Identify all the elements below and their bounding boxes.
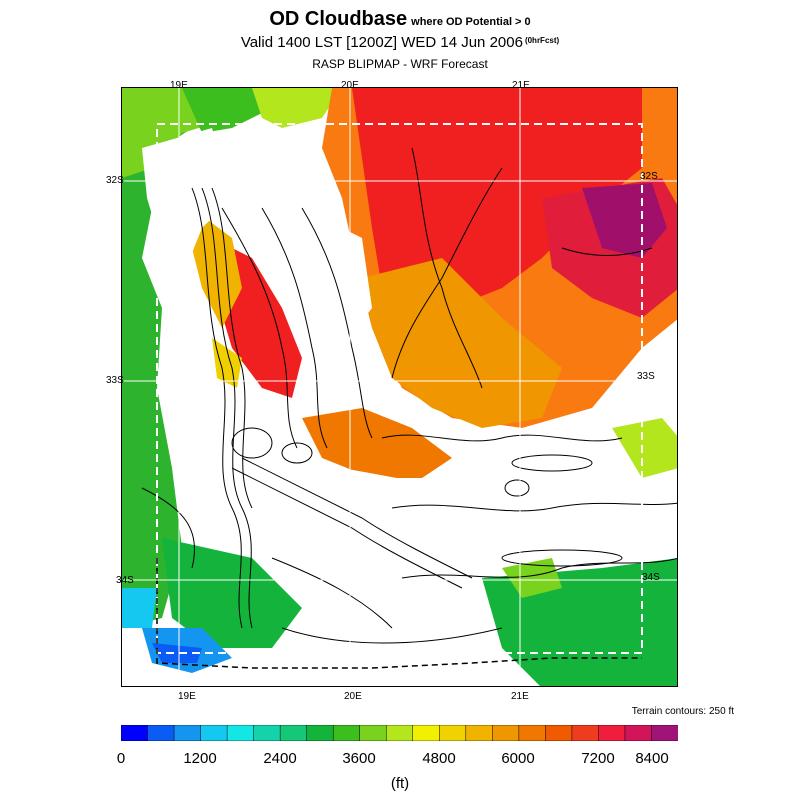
colorbar-swatch xyxy=(306,725,334,741)
region-orange-center xyxy=(362,258,562,428)
region-lightgreen-se xyxy=(502,558,562,598)
colorbar-swatch xyxy=(492,725,520,741)
colorbar-tick-2400: 2400 xyxy=(263,750,297,767)
graticule xyxy=(122,88,677,686)
colorbar-swatch xyxy=(121,725,149,741)
colorbar-tick-4800: 4800 xyxy=(422,750,456,767)
colorbar-tick-7200: 7200 xyxy=(581,750,615,767)
colorbar-swatch xyxy=(651,725,678,741)
valid-line: Valid 1400 LST [1200Z] WED 14 Jun 2006 xyxy=(240,34,523,51)
lat-label-left-34s: 34S xyxy=(116,575,134,586)
lon-label-top-21e: 21E xyxy=(512,80,530,91)
colorbar-tick-8400: 8400 xyxy=(635,750,669,767)
colorbar-swatch xyxy=(359,725,387,741)
colorbar-tick-6000: 6000 xyxy=(501,750,535,767)
colorbar-unit: (ft) xyxy=(390,775,410,792)
colorbar-swatch xyxy=(439,725,467,741)
region-green-south xyxy=(162,538,302,648)
lat-label-right-34s: 34S xyxy=(642,572,660,583)
coastline xyxy=(156,558,642,669)
colorbar-swatch xyxy=(147,725,175,741)
region-white-west xyxy=(142,128,232,278)
colorbar-swatch xyxy=(279,725,308,741)
forecast-tag: (0hrFcst) xyxy=(524,36,560,45)
colorbar-swatch xyxy=(385,725,414,741)
subtitle: RASP BLIPMAP - WRF Forecast xyxy=(312,57,488,71)
region-white-center xyxy=(312,218,372,348)
colorbar-swatch xyxy=(412,725,441,741)
region-red-north xyxy=(352,88,642,318)
colorbar-swatch xyxy=(173,725,202,741)
title-condition: where OD Potential > 0 xyxy=(411,16,531,28)
region-darkblue-sw xyxy=(152,643,202,663)
terrain-contours xyxy=(141,147,677,644)
lon-label-top-20e: 20E xyxy=(341,80,359,91)
colorbar-swatch xyxy=(598,725,626,741)
lon-label-top-19e: 19E xyxy=(170,80,188,91)
colorbar-tick-1200: 1200 xyxy=(183,750,217,767)
colorbar-swatch xyxy=(465,725,494,741)
region-white-south xyxy=(262,588,552,686)
color-legend xyxy=(121,725,678,741)
colorbar-swatch xyxy=(518,725,547,741)
lon-label-bottom-20e: 20E xyxy=(344,691,362,702)
region-purple-east xyxy=(582,183,667,258)
region-orange-mid xyxy=(302,408,452,478)
lat-label-right-33s: 33S xyxy=(637,371,655,382)
region-yellow-nw xyxy=(252,88,342,128)
colorbar-swatch xyxy=(253,725,281,741)
inner-domain-border xyxy=(156,123,643,654)
cloudbase-map xyxy=(121,87,678,687)
lon-label-bottom-21e: 21E xyxy=(511,691,529,702)
region-yellow-mid xyxy=(212,338,242,388)
region-white-band xyxy=(202,448,677,568)
lon-label-bottom-19e: 19E xyxy=(178,691,196,702)
lat-label-left-33s: 33S xyxy=(106,375,124,386)
region-green-west xyxy=(122,88,202,628)
colorbar-swatch xyxy=(332,725,361,741)
colorbar-swatch xyxy=(545,725,573,741)
colorbar-swatch xyxy=(571,725,600,741)
region-yellow-east xyxy=(612,418,677,478)
valid-time: Valid 1400 LST [1200Z] WED 14 Jun 2006 (0… xyxy=(0,34,800,51)
lat-label-left-32s: 32S xyxy=(106,175,124,186)
lat-label-right-32s: 32S xyxy=(640,171,658,182)
terrain-note: Terrain contours: 250 ft xyxy=(631,706,734,717)
colorbar-tick-0: 0 xyxy=(116,750,126,767)
title-main: OD Cloudbase xyxy=(269,8,408,30)
colorbar-swatch xyxy=(624,725,653,741)
map-canvas xyxy=(122,88,677,686)
colorbar-tick-3600: 3600 xyxy=(342,750,376,767)
region-cyan-sw xyxy=(122,588,157,628)
colorbar-swatch xyxy=(226,725,255,741)
chart-title: OD Cloudbase where OD Potential > 0 xyxy=(0,8,800,31)
colorbar-swatch xyxy=(200,725,228,741)
